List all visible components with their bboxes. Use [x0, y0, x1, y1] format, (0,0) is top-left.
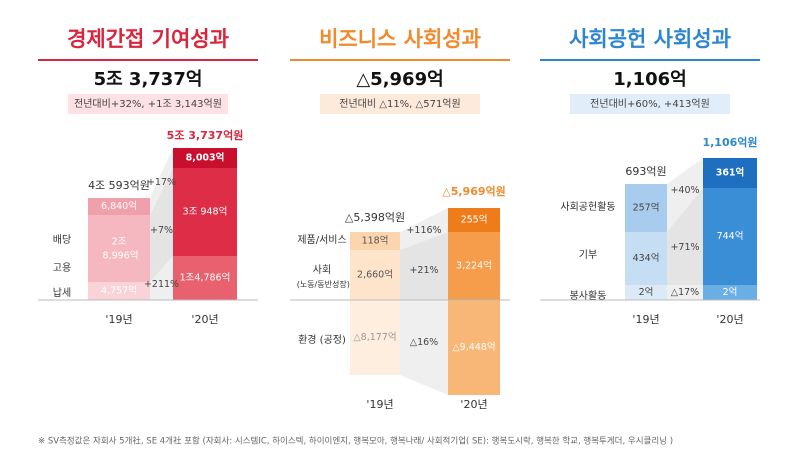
segment-label: 2억 — [723, 286, 738, 298]
connector — [400, 300, 448, 395]
connector — [667, 188, 703, 285]
bar-segment-20 — [173, 168, 237, 256]
row-label: 배당 — [53, 234, 71, 246]
bar-segment-19 — [625, 285, 667, 300]
year-label: '20년 — [460, 398, 487, 411]
segment-label: 1조4,786억 — [180, 272, 231, 284]
growth-label: +116% — [406, 225, 441, 236]
year-label: '20년 — [716, 313, 743, 326]
row-label: 사회 (노동/동반성장) — [294, 264, 350, 289]
bar-segment-20 — [448, 208, 500, 232]
panel-title: 비즈니스 사회성과 — [319, 27, 481, 51]
growth-label: +71% — [670, 242, 699, 253]
row-label: 기부 — [579, 249, 597, 261]
segment-label: 3,224억 — [456, 260, 492, 272]
segment-label: △9,448억 — [452, 341, 495, 353]
panel-total: 5조 3,737억 — [94, 69, 203, 90]
row-label: 납세 — [53, 287, 71, 299]
panel-title: 경제간접 기여성과 — [67, 27, 229, 51]
segment-label: 6,840억 — [101, 200, 137, 212]
year-label: '20년 — [191, 313, 218, 326]
bar-segment-19 — [88, 198, 150, 215]
growth-label: △16% — [410, 337, 438, 348]
bar-total: △5,969억원 — [442, 184, 506, 198]
footnote: ※ SV측정값은 자회사 5개社, SE 4개社 포함 (자회사: 시스템IC,… — [38, 436, 673, 447]
bar-segment-19 — [625, 232, 667, 285]
bar-segment-19 — [88, 215, 150, 282]
bar-total: 1,106억원 — [702, 135, 757, 149]
growth-label: +7% — [150, 225, 173, 236]
growth-label: +21% — [409, 265, 438, 276]
segment-label: 8,003억 — [186, 152, 225, 164]
change-box — [570, 94, 730, 114]
row-label: 사회공헌활동 — [560, 200, 615, 213]
bar-segment-19 — [88, 282, 150, 300]
segment-label: 3조 948억 — [183, 206, 228, 218]
panel-change: 전년대비+32%, +1조 3,143억원 — [74, 98, 222, 110]
change-box — [320, 94, 480, 114]
panel-total: 1,106억 — [613, 69, 687, 90]
growth-label: +40% — [670, 185, 699, 196]
segment-label: 257억 — [633, 202, 660, 214]
growth-label: △17% — [671, 287, 699, 298]
segment-label: 744억 — [717, 230, 744, 242]
connector — [400, 232, 448, 300]
bar-segment-20 — [703, 188, 757, 285]
bar-total: △5,398억원 — [345, 211, 405, 224]
row-label: 환경 (공정) — [298, 333, 346, 346]
segment-label: 2조 8,996억 — [100, 236, 139, 261]
connector — [150, 256, 173, 300]
connector — [150, 168, 173, 282]
bar-segment-20 — [448, 300, 500, 395]
row-label: 봉사활동 — [570, 289, 607, 302]
segment-label: 361억 — [716, 167, 745, 179]
panel-change: 전년대비+60%, +413억원 — [590, 98, 710, 110]
bar-segment-20 — [448, 232, 500, 300]
bar-segment-19 — [350, 232, 400, 250]
connector — [667, 158, 703, 232]
panel-total: △5,969억 — [356, 69, 443, 90]
panel-change: 전년대비 △11%, △571억원 — [339, 98, 460, 110]
bar-segment-19 — [625, 184, 667, 232]
bar-total: 4조 593억원 — [88, 179, 150, 192]
segment-label: 2,660억 — [357, 269, 393, 281]
bar-total: 693억원 — [625, 165, 666, 178]
segment-label: 434억 — [633, 252, 660, 264]
segment-label: △8,177억 — [353, 331, 396, 343]
row-label: 제품/서비스 — [297, 234, 346, 246]
growth-label: +17% — [147, 177, 176, 188]
year-label: '19년 — [366, 398, 393, 411]
growth-label: +211% — [144, 279, 179, 290]
bar-segment-19 — [350, 250, 400, 300]
connector — [667, 285, 703, 300]
connector — [150, 148, 173, 215]
segment-label: 255억 — [461, 214, 488, 226]
year-label: '19년 — [632, 313, 659, 326]
row-label: 고용 — [53, 262, 71, 274]
segment-label: 4,757억 — [101, 285, 137, 297]
bar-segment-20 — [173, 148, 237, 168]
panel-title: 사회공헌 사회성과 — [569, 27, 731, 51]
change-box — [68, 94, 228, 114]
segment-label: 2억 — [639, 286, 654, 298]
connector — [400, 208, 448, 250]
year-label: '19년 — [105, 313, 132, 326]
bar-segment-19 — [350, 300, 400, 375]
bar-segment-20 — [173, 256, 237, 300]
bar-segment-20 — [703, 158, 757, 188]
bar-segment-20 — [703, 285, 757, 300]
segment-label: 118억 — [362, 235, 389, 247]
bar-total: 5조 3,737억원 — [167, 128, 244, 142]
